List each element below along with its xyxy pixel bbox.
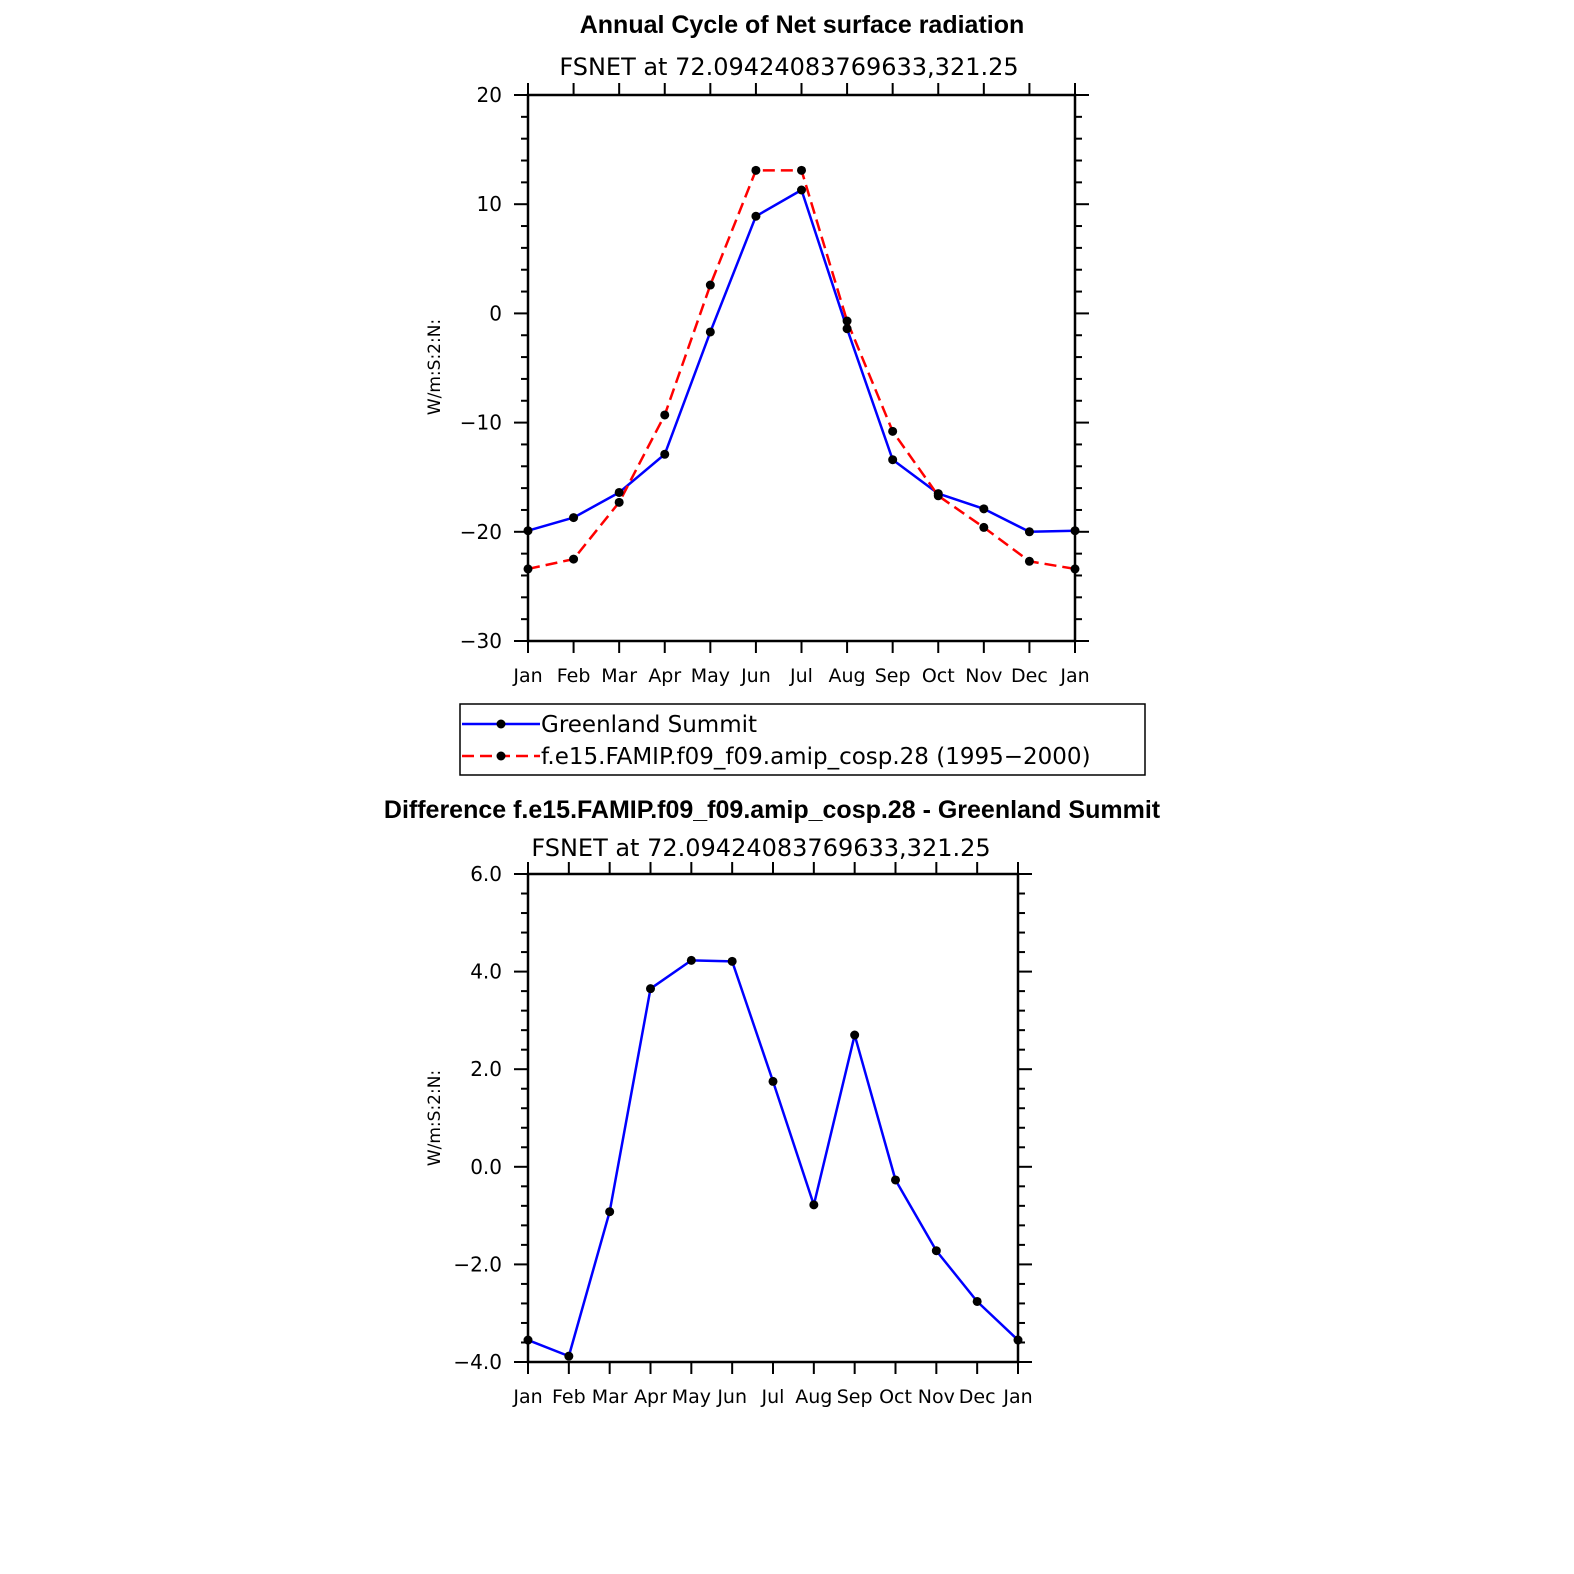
data-point-1 [797,165,806,175]
chart-subtitle: FSNET at 72.09424083769633,321.25 [531,834,990,862]
data-point-1 [751,165,761,175]
plot-area-annual-cycle: 20 10 0 −10 −20 −30 Jan Feb Mar Apr May Jun Jul Aug Se… [460,83,1090,687]
x-tick-label: Jun [716,1386,747,1408]
data-point-1 [1024,556,1034,566]
series-line-0 [527,188,1076,534]
data-point-0 [660,449,670,459]
legend: Greenland Summit f.e15.FAMIP.f09_f09.ami… [459,703,1146,776]
data-point-0 [569,513,579,523]
y-tick-label: −4.0 [453,1350,502,1374]
x-tick-label: Sep [837,1386,873,1408]
data-point-1 [705,280,715,290]
legend-label-model: f.e15.FAMIP.f09_f09.amip_cosp.28 (1995−2… [541,744,1091,770]
data-point-0 [686,955,696,965]
chart-title: Difference f.e15.FAMIP.f09_f09.amip_cosp… [384,796,1161,824]
plot-area-difference: 6.0 4.0 2.0 0.0 −2.0 −4.0 Jan Feb Mar Apr May Jun Ju… [453,862,1033,1408]
data-point-0 [850,1030,860,1040]
data-point-0 [931,1246,941,1256]
x-tick-label: Jan [512,665,542,687]
series-line-1 [527,169,1076,571]
x-tick-label: Jul [789,665,813,687]
legend-marker-model [496,751,506,761]
y-axis-label: W/m:S:2:N: [425,319,445,415]
data-point-0 [564,1351,574,1361]
y-axis-label: W/m:S:2:N: [425,1070,445,1166]
chart-title: Annual Cycle of Net surface radiation [580,11,1025,39]
x-tick-label: Dec [959,1386,996,1408]
data-point-0 [1024,527,1034,537]
annual-cycle-chart: Annual Cycle of Net surface radiation FS… [425,11,1146,776]
x-tick-label: Dec [1011,665,1048,687]
data-point-1 [842,316,852,326]
x-tick-label: Jan [1002,1386,1032,1408]
x-tick-label: May [672,1386,711,1408]
data-point-0 [797,185,806,195]
data-point-0 [523,526,533,536]
data-point-0 [614,487,624,497]
data-point-0 [1013,1335,1023,1345]
y-tick-label: −30 [460,629,502,653]
data-point-1 [569,554,579,564]
y-tick-label: 2.0 [470,1057,502,1081]
data-point-1 [614,497,624,507]
x-tick-label: Apr [648,665,681,687]
x-tick-label: Aug [795,1386,832,1408]
x-tick-label: Mar [601,665,637,687]
data-point-0 [979,504,989,514]
data-point-1 [979,522,989,532]
y-tick-label: 0.0 [470,1155,502,1179]
data-point-0 [705,327,715,337]
x-tick-label: Jul [761,1386,785,1408]
data-point-0 [727,956,737,966]
data-point-0 [842,324,852,334]
data-point-1 [523,564,533,574]
y-tick-label: 20 [477,83,502,107]
x-tick-label: Mar [592,1386,628,1408]
y-tick-label: 4.0 [470,960,502,984]
x-tick-label: Nov [965,665,1002,687]
data-point-0 [605,1207,615,1217]
data-point-1 [888,426,898,436]
data-point-0 [972,1296,982,1306]
x-tick-label: May [691,665,730,687]
difference-chart: Difference f.e15.FAMIP.f09_f09.amip_cosp… [384,796,1161,1408]
x-tick-label: Jan [512,1386,542,1408]
x-tick-label: Nov [918,1386,955,1408]
legend-marker-greenland-summit [496,719,506,729]
plot-frame [526,872,1020,1364]
data-point-0 [891,1175,900,1185]
series-line-0 [527,959,1019,1358]
x-tick-label: Jan [1059,665,1089,687]
data-point-0 [523,1335,533,1345]
x-tick-label: Aug [829,665,866,687]
x-tick-label: Sep [875,665,911,687]
y-tick-label: −2.0 [453,1252,502,1276]
data-point-0 [646,984,655,994]
x-tick-label: Oct [879,1386,912,1408]
y-tick-label: 10 [477,192,502,216]
legend-label-greenland-summit: Greenland Summit [541,712,757,738]
legend-box [459,703,1146,776]
chart-subtitle: FSNET at 72.09424083769633,321.25 [559,53,1018,81]
x-tick-label: Jun [740,665,771,687]
data-point-1 [933,491,943,501]
y-tick-label: 0 [489,301,502,325]
data-point-0 [1070,526,1080,536]
x-tick-label: Feb [552,1386,586,1408]
data-point-1 [660,410,670,420]
y-tick-label: −20 [460,520,502,544]
data-point-0 [768,1076,778,1086]
x-tick-label: Apr [634,1386,667,1408]
y-tick-label: −10 [460,411,502,435]
plot-frame [526,93,1077,643]
data-point-0 [751,211,761,221]
data-point-1 [1070,564,1080,574]
x-tick-label: Oct [922,665,955,687]
data-point-0 [888,455,898,465]
data-point-0 [809,1200,819,1210]
x-tick-label: Feb [557,665,591,687]
y-tick-label: 6.0 [470,862,502,886]
